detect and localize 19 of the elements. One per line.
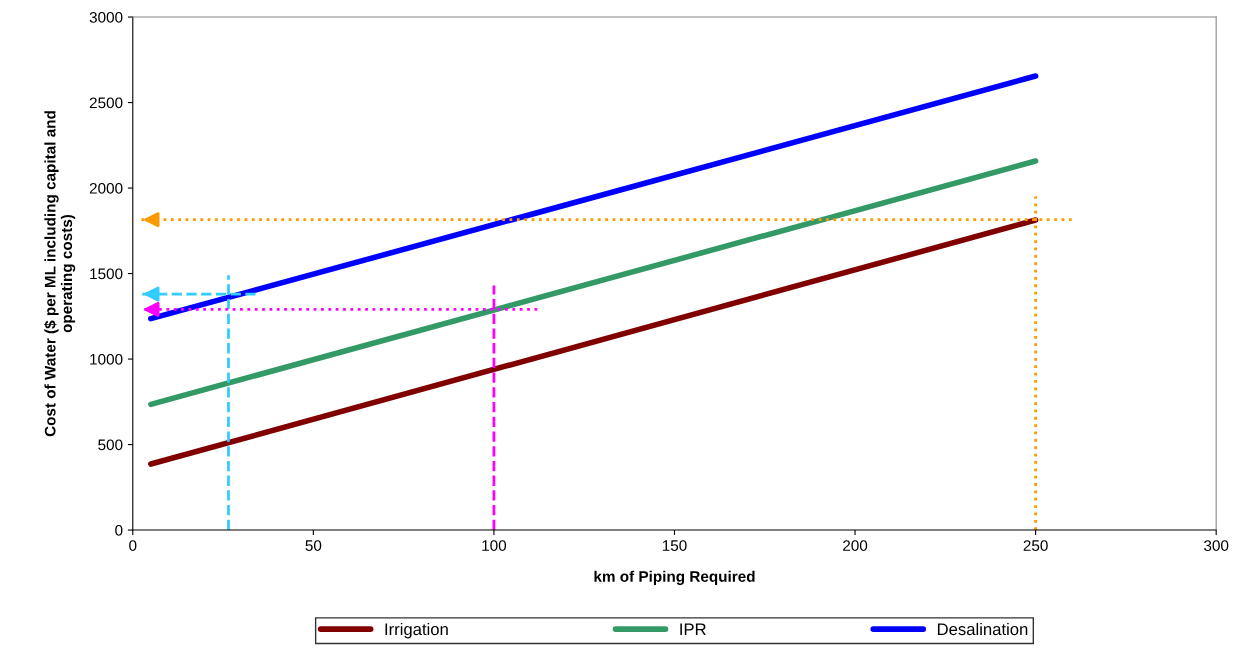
x-tick-label: 0 bbox=[129, 540, 137, 551]
y-tick-label: 2500 bbox=[89, 97, 123, 109]
y-tick-label: 500 bbox=[98, 439, 123, 451]
x-tick-label: 50 bbox=[305, 540, 322, 551]
x-tick-label: 250 bbox=[1023, 540, 1048, 551]
y-tick-label: 1000 bbox=[90, 353, 123, 365]
y-tick-label: 3000 bbox=[89, 11, 123, 23]
y-tick-label: 0 bbox=[115, 524, 123, 536]
legend-label: IPR bbox=[680, 623, 706, 635]
y-tick-label: 1500 bbox=[90, 268, 123, 280]
y-tick-label: 2000 bbox=[89, 182, 123, 194]
x-tick-label: 150 bbox=[662, 540, 687, 551]
legend-label: Irrigation bbox=[385, 622, 448, 639]
x-tick-label: 300 bbox=[1204, 540, 1229, 551]
x-tick-label: 100 bbox=[482, 540, 507, 551]
x-tick-label: 200 bbox=[843, 540, 868, 551]
y-axis-title: Cost of Water ($ per ML including capital and operating costs) bbox=[44, 111, 76, 437]
legend-label: Desalination bbox=[937, 622, 1028, 636]
x-axis-title: km of Piping Required bbox=[594, 570, 755, 585]
